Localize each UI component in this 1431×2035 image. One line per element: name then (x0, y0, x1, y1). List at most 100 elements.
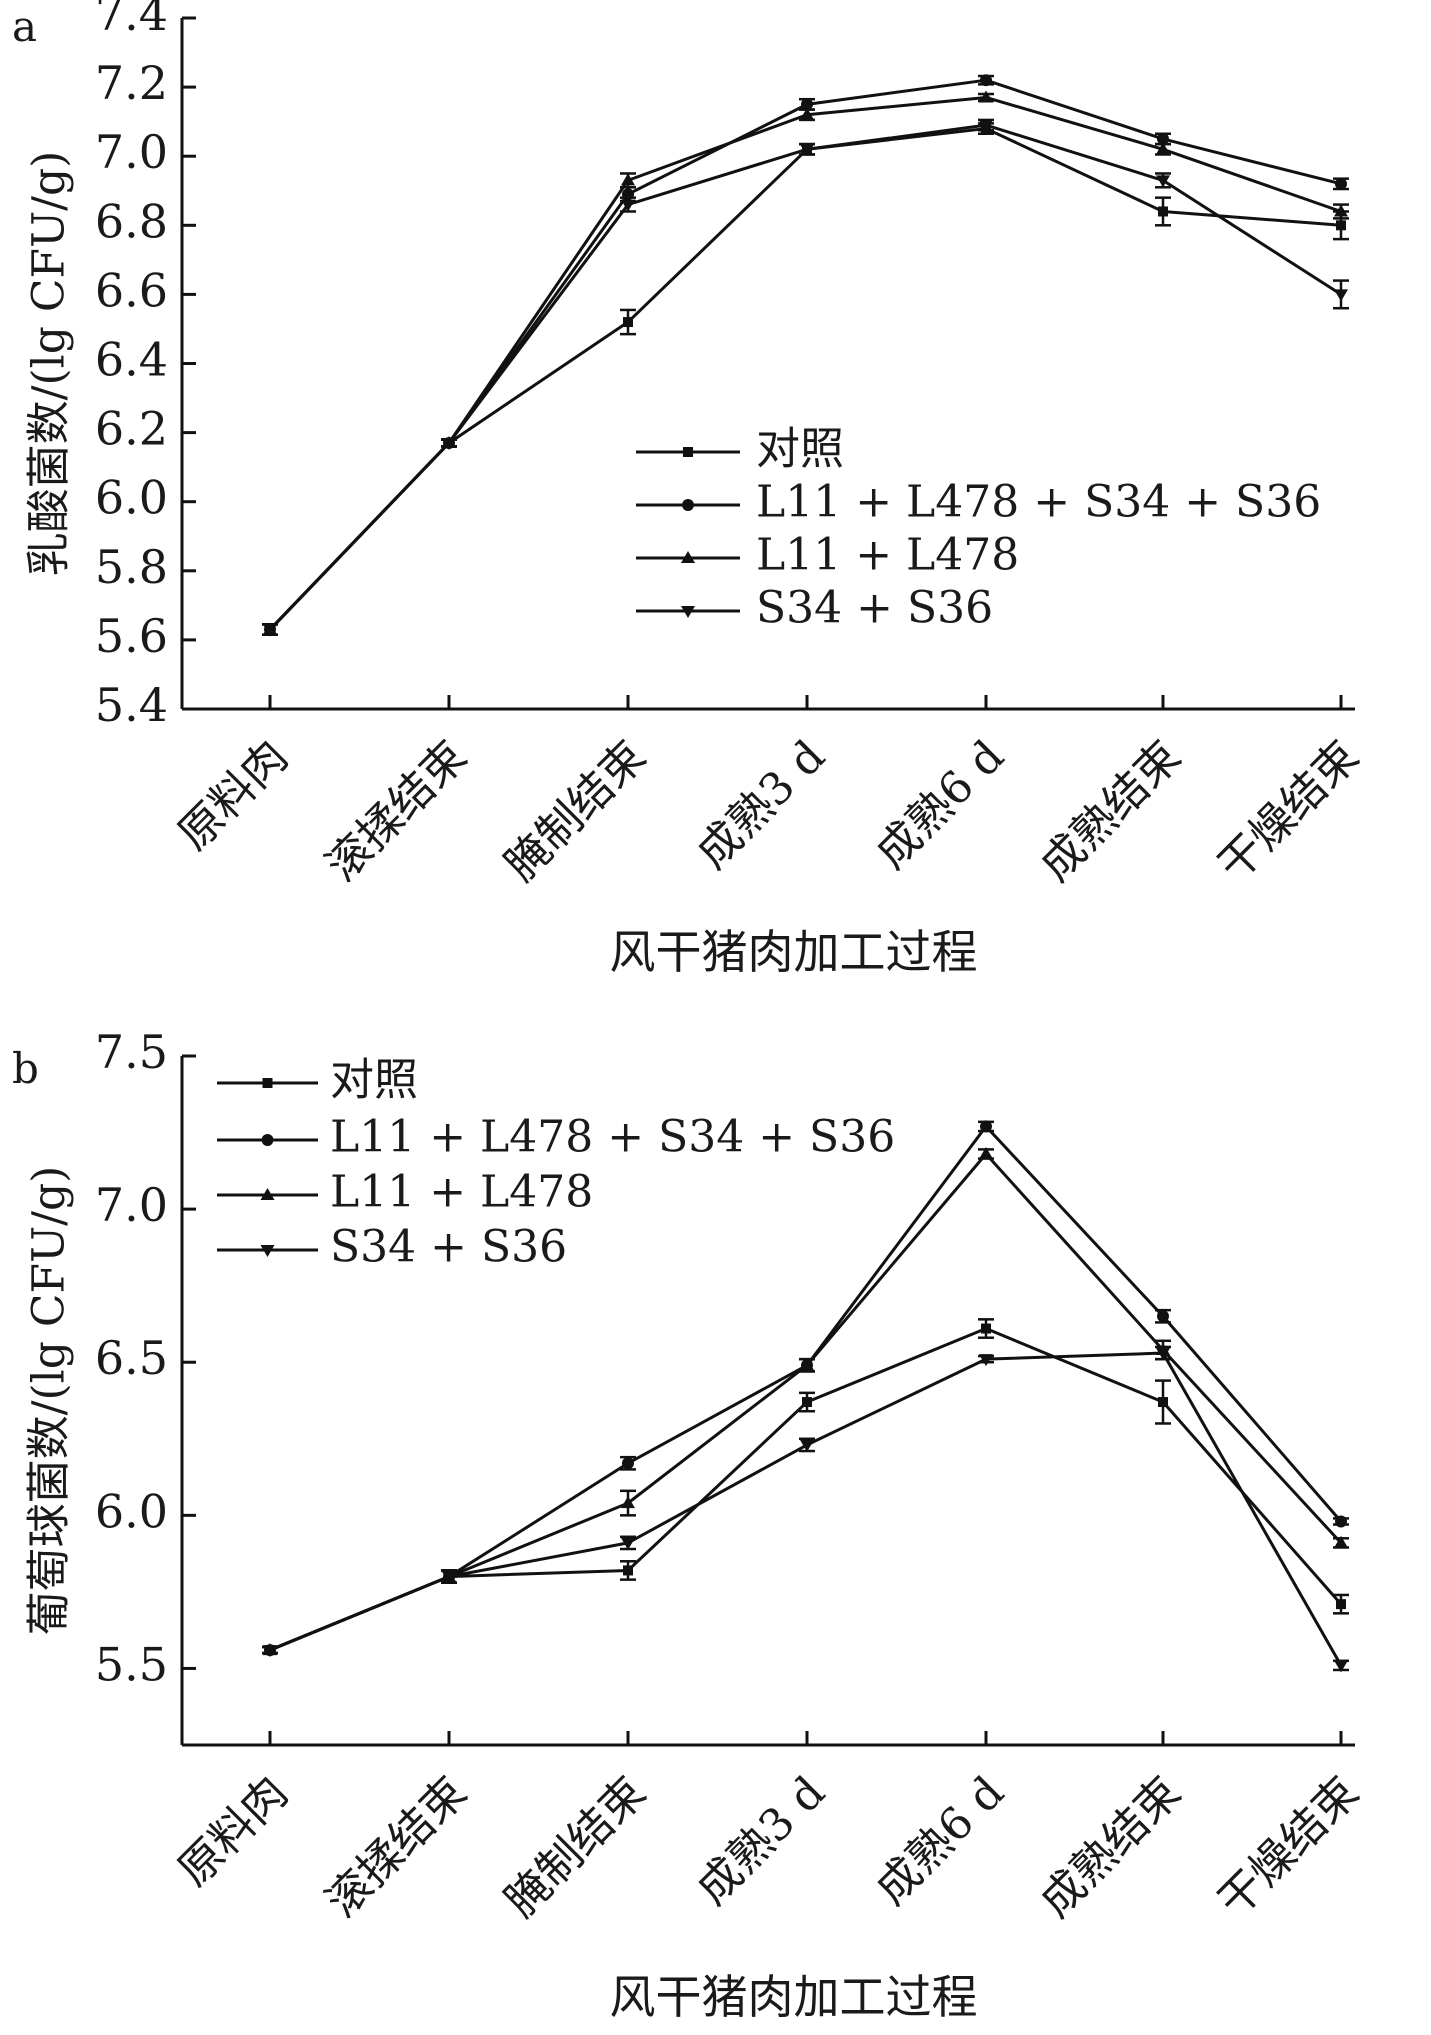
data-point (1158, 1397, 1168, 1408)
series-3 (262, 118, 1349, 637)
legend-label: L11 + L478 + S34 + S36 (330, 1112, 895, 1163)
data-point (800, 1439, 814, 1452)
y-tick-label: 6.2 (95, 402, 168, 456)
legend-marker (681, 606, 695, 618)
x-tick-label: 成熟3 d (687, 1767, 835, 1915)
x-tick-label: 滚揉结束 (316, 731, 477, 892)
data-point (1334, 289, 1348, 302)
data-point (621, 173, 635, 186)
x-tick-label: 成熟3 d (687, 731, 835, 879)
legend-label: 对照 (330, 1055, 418, 1106)
x-tick-label: 腌制结束 (495, 731, 656, 892)
legend-entry-1: L11 + L478 + S34 + S36 (217, 1112, 895, 1163)
panel-label: b (12, 1044, 39, 1093)
chart-b: b 5.5 6.0 6.5 7.0 7.5 原料肉 滚揉结束 腌制结束 成熟3 d 成熟6 d 成熟结… (12, 1025, 1369, 2024)
data-point (1157, 1310, 1169, 1323)
legend-marker (681, 551, 695, 563)
y-tick-label: 5.8 (95, 540, 168, 594)
data-point (800, 144, 814, 157)
data-point (263, 624, 277, 637)
legend-marker (683, 447, 693, 457)
data-point (263, 1645, 277, 1658)
legend-marker (262, 1078, 273, 1088)
data-point (1334, 1660, 1348, 1673)
data-point (979, 1354, 993, 1367)
legend-label: S34 + S36 (330, 1222, 567, 1273)
legend-label: S34 + S36 (756, 583, 993, 634)
y-tick-label: 6.0 (95, 471, 168, 525)
y-tick-label: 7.2 (95, 56, 168, 110)
data-point (980, 1120, 992, 1133)
y-tick-label: 5.5 (95, 1637, 168, 1691)
data-point (1156, 142, 1170, 155)
x-tick-label: 原料肉 (169, 731, 298, 860)
series-line (269, 1327, 1343, 1652)
data-point (979, 1146, 993, 1159)
x-tick-label: 成熟6 d (866, 731, 1014, 879)
y-tick-label: 6.5 (95, 1331, 168, 1385)
legend-entry-0: 对照 (636, 424, 844, 475)
y-tick-label: 6.0 (95, 1484, 168, 1538)
data-point (800, 1358, 814, 1371)
data-point (979, 90, 993, 103)
legend-label: L11 + L478 (756, 530, 1019, 581)
y-tick-label: 5.6 (95, 609, 168, 663)
x-tick-label: 滚揉结束 (316, 1767, 477, 1928)
data-point (800, 107, 814, 120)
y-tick-label: 7.0 (95, 1178, 168, 1232)
data-point (442, 1571, 456, 1584)
y-tick-label: 7.0 (95, 125, 168, 179)
y-tick-label: 6.6 (95, 263, 168, 317)
x-tick-label: 干燥结束 (1208, 731, 1369, 892)
data-point (1335, 1515, 1347, 1528)
legend-entry-3: S34 + S36 (636, 583, 993, 634)
data-point (1156, 175, 1170, 188)
legend-marker (682, 499, 694, 511)
x-tick-label: 原料肉 (169, 1767, 298, 1896)
data-point (1336, 1599, 1346, 1610)
data-point (1157, 132, 1169, 145)
data-point (623, 317, 633, 328)
legend-entry-2: L11 + L478 (217, 1167, 593, 1218)
x-tick-label: 成熟6 d (866, 1767, 1014, 1915)
data-point (1334, 204, 1348, 217)
data-point (980, 74, 992, 87)
data-point (1335, 177, 1347, 190)
y-tick-label: 5.4 (95, 678, 168, 732)
x-tick-label: 成熟结束 (1030, 1767, 1191, 1928)
legend-marker (261, 1134, 274, 1146)
y-tick-label: 7.4 (95, 0, 168, 41)
data-point (979, 120, 993, 133)
data-point (801, 98, 813, 111)
data-point (621, 1496, 635, 1509)
data-point (1334, 1535, 1348, 1548)
legend-label: L11 + L478 + S34 + S36 (756, 477, 1321, 528)
y-axis-title: 葡萄球菌数/(lg CFU/g) (24, 1166, 75, 1636)
x-tick-label: 干燥结束 (1208, 1767, 1369, 1928)
legend-entry-1: L11 + L478 + S34 + S36 (636, 477, 1321, 528)
data-point (621, 199, 635, 212)
data-point (623, 1565, 633, 1576)
legend-marker (260, 1245, 275, 1257)
data-point (1156, 1348, 1170, 1361)
data-point (442, 437, 456, 450)
legend-label: L11 + L478 (330, 1167, 593, 1218)
legend-entry-0: 对照 (217, 1055, 418, 1106)
legend-entry-2: L11 + L478 (636, 530, 1019, 581)
x-tick-label: 成熟结束 (1030, 731, 1191, 892)
y-axis-title: 乳酸菌数/(lg CFU/g) (24, 151, 75, 577)
y-tick-label: 6.4 (95, 333, 168, 387)
data-point (981, 1323, 991, 1334)
y-tick-label: 7.5 (95, 1025, 168, 1079)
legend-entry-3: S34 + S36 (217, 1222, 567, 1273)
legend-marker (260, 1188, 275, 1200)
y-tick-label: 6.8 (95, 194, 168, 248)
data-point (621, 1537, 635, 1550)
panel-label: a (12, 2, 37, 51)
data-point (802, 1397, 812, 1408)
series-3 (262, 1345, 1349, 1673)
x-tick-label: 腌制结束 (495, 1767, 656, 1928)
data-point (1158, 206, 1168, 217)
legend-label: 对照 (756, 424, 844, 475)
